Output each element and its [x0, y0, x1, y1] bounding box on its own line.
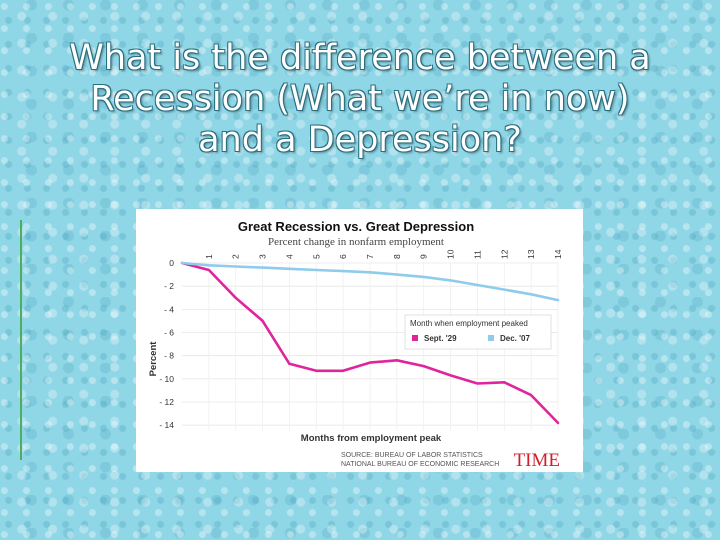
x-tick-label: 6: [338, 254, 348, 259]
y-tick-label: - 4: [164, 304, 174, 314]
x-axis-label: Months from employment peak: [301, 433, 442, 444]
y-axis-label: Percent: [148, 341, 159, 377]
x-axis-ticks: 1 2 3 4 5 6 7 8 9 10 11 12 13 14: [204, 249, 563, 259]
title-line-1: What is the difference between a: [69, 38, 651, 78]
y-axis-ticks: 0 - 2 - 4 - 6 - 8 - 10 - 12 - 14: [159, 258, 174, 430]
x-tick-label: 14: [553, 249, 563, 259]
legend-box: [404, 314, 552, 350]
source-line-1: SOURCE: BUREAU OF LABOR STATISTICS: [341, 452, 483, 459]
legend-label-2: Dec. '07: [500, 334, 530, 343]
x-tick-label: 2: [231, 254, 241, 259]
chart-image: Great Recession vs. Great Depression Per…: [136, 209, 583, 472]
x-tick-label: 10: [446, 249, 456, 259]
time-logo: TIME: [514, 450, 560, 471]
title-line-2: Recession (What we’re in now): [90, 79, 630, 119]
legend: Month when employment peaked Sept. '29 D…: [404, 314, 552, 350]
x-tick-label: 1: [204, 254, 214, 259]
legend-label-1: Sept. '29: [424, 334, 457, 343]
x-tick-label: 13: [526, 249, 536, 259]
x-tick-label: 12: [499, 249, 509, 259]
legend-title: Month when employment peaked: [410, 319, 528, 328]
chart-title: Great Recession vs. Great Depression: [238, 219, 474, 234]
x-tick-label: 8: [392, 254, 402, 259]
y-tick-label: - 2: [164, 281, 174, 291]
x-tick-label: 11: [472, 250, 482, 259]
x-tick-label: 3: [258, 254, 268, 259]
y-tick-label: - 8: [164, 351, 174, 361]
legend-swatch-2: [488, 335, 494, 341]
title-line-3: and a Depression?: [198, 120, 522, 160]
y-tick-label: - 12: [159, 397, 174, 407]
y-tick-label: - 10: [159, 374, 174, 384]
source-line-2: NATIONAL BUREAU OF ECONOMIC RESEARCH: [341, 461, 499, 468]
series-lines: [180, 261, 560, 425]
legend-swatch-1: [412, 335, 418, 341]
x-tick-label: 9: [419, 254, 429, 259]
y-tick-label: - 6: [164, 328, 174, 338]
x-tick-label: 7: [365, 254, 375, 259]
chart-subtitle: Percent change in nonfarm employment: [268, 236, 444, 248]
series-line-1: [180, 261, 560, 425]
slide-title: What is the difference between a Recessi…: [40, 38, 680, 161]
series-line-2: [180, 261, 560, 302]
line-chart: Great Recession vs. Great Depression Per…: [148, 219, 563, 471]
x-tick-label: 5: [311, 254, 321, 259]
x-tick-label: 4: [284, 254, 294, 259]
decorative-vertical-rule: [20, 220, 22, 460]
y-tick-label: - 14: [159, 420, 174, 430]
y-tick-label: 0: [169, 258, 174, 268]
